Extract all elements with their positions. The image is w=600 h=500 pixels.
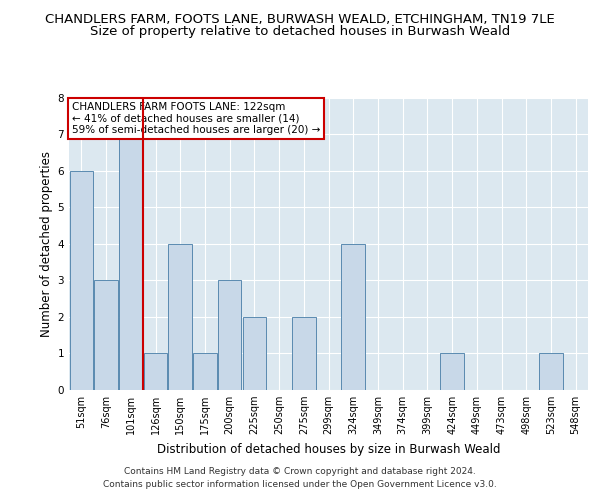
Bar	[94, 280, 118, 390]
Bar	[341, 244, 365, 390]
Y-axis label: Number of detached properties: Number of detached properties	[40, 151, 53, 337]
Text: Contains HM Land Registry data © Crown copyright and database right 2024.: Contains HM Land Registry data © Crown c…	[124, 467, 476, 476]
Bar	[292, 317, 316, 390]
Bar	[169, 244, 192, 390]
Bar	[144, 354, 167, 390]
Bar	[70, 170, 93, 390]
Text: Contains public sector information licensed under the Open Government Licence v3: Contains public sector information licen…	[103, 480, 497, 489]
Text: CHANDLERS FARM, FOOTS LANE, BURWASH WEALD, ETCHINGHAM, TN19 7LE: CHANDLERS FARM, FOOTS LANE, BURWASH WEAL…	[45, 12, 555, 26]
Bar	[539, 354, 563, 390]
X-axis label: Distribution of detached houses by size in Burwash Weald: Distribution of detached houses by size …	[157, 442, 500, 456]
Text: Size of property relative to detached houses in Burwash Weald: Size of property relative to detached ho…	[90, 25, 510, 38]
Bar	[218, 280, 241, 390]
Bar	[440, 354, 464, 390]
Text: CHANDLERS FARM FOOTS LANE: 122sqm
← 41% of detached houses are smaller (14)
59% : CHANDLERS FARM FOOTS LANE: 122sqm ← 41% …	[71, 102, 320, 135]
Bar	[242, 317, 266, 390]
Bar	[119, 134, 143, 390]
Bar	[193, 354, 217, 390]
